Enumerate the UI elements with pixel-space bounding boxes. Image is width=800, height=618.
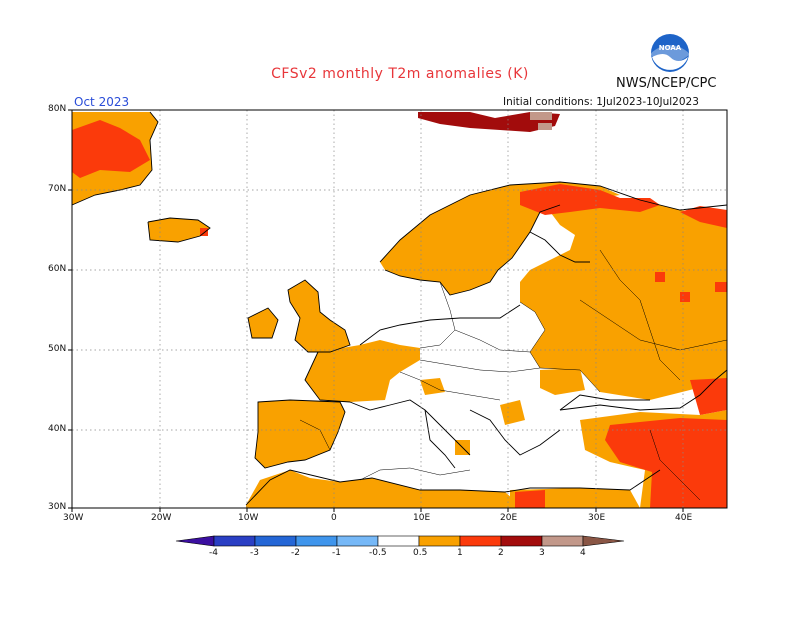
- anomaly-red-regions: [72, 120, 727, 508]
- agency-label: NWS/NCEP/CPC: [616, 76, 717, 91]
- lat-label: 70N: [48, 184, 67, 194]
- colorbar-segment: [254, 535, 297, 547]
- colorbar-label: 3: [539, 548, 545, 558]
- colorbar-segment: [336, 535, 379, 547]
- colorbar-label: 2: [498, 548, 504, 558]
- colorbar-label: -3: [250, 548, 259, 558]
- colorbar-segment: [582, 535, 625, 547]
- anomaly-darkred-regions: [418, 112, 560, 132]
- lon-label: 0: [331, 513, 337, 523]
- colorbar-label: 1: [457, 548, 463, 558]
- colorbar-segment: [175, 535, 215, 547]
- lon-label: 40E: [675, 513, 693, 523]
- colorbar-label: -2: [291, 548, 300, 558]
- lon-label: 10E: [413, 513, 431, 523]
- graticule: [72, 110, 727, 508]
- lat-label: 50N: [48, 344, 67, 354]
- logo-text: NOAA: [659, 44, 682, 52]
- lon-label: 30W: [63, 513, 84, 523]
- lat-label: 30N: [48, 502, 67, 512]
- colorbar-segment: [377, 535, 420, 547]
- colorbar-label: 4: [580, 548, 586, 558]
- colorbar-segment: [541, 535, 584, 547]
- colorbar-label: -0.5: [369, 548, 387, 558]
- colorbar: [175, 535, 625, 547]
- map-frame: [71, 109, 728, 509]
- noaa-logo-icon: NOAA: [651, 34, 689, 72]
- map-title: CFSv2 monthly T2m anomalies (K): [271, 66, 529, 82]
- lat-label: 60N: [48, 264, 67, 274]
- colorbar-label: -4: [209, 548, 218, 558]
- axis-ticks: [68, 109, 684, 512]
- lat-label: 40N: [48, 424, 67, 434]
- lon-label: 20W: [151, 513, 172, 523]
- colorbar-label: 0.5: [413, 548, 428, 558]
- colorbar-segment: [500, 535, 543, 547]
- colorbar-segment: [418, 535, 461, 547]
- coastlines: [71, 111, 728, 506]
- lat-label: 80N: [48, 104, 67, 114]
- colorbar-segment: [459, 535, 502, 547]
- colorbar-segment: [295, 535, 338, 547]
- forecast-month: Oct 2023: [74, 95, 130, 109]
- anomaly-pink-regions: [530, 112, 552, 130]
- lon-label: 20E: [500, 513, 518, 523]
- lon-label: 30E: [588, 513, 606, 523]
- initial-conditions: Initial conditions: 1Jul2023-10Jul2023: [503, 96, 699, 108]
- lon-label: 10W: [238, 513, 259, 523]
- colorbar-label: -1: [332, 548, 341, 558]
- colorbar-segment: [213, 535, 256, 547]
